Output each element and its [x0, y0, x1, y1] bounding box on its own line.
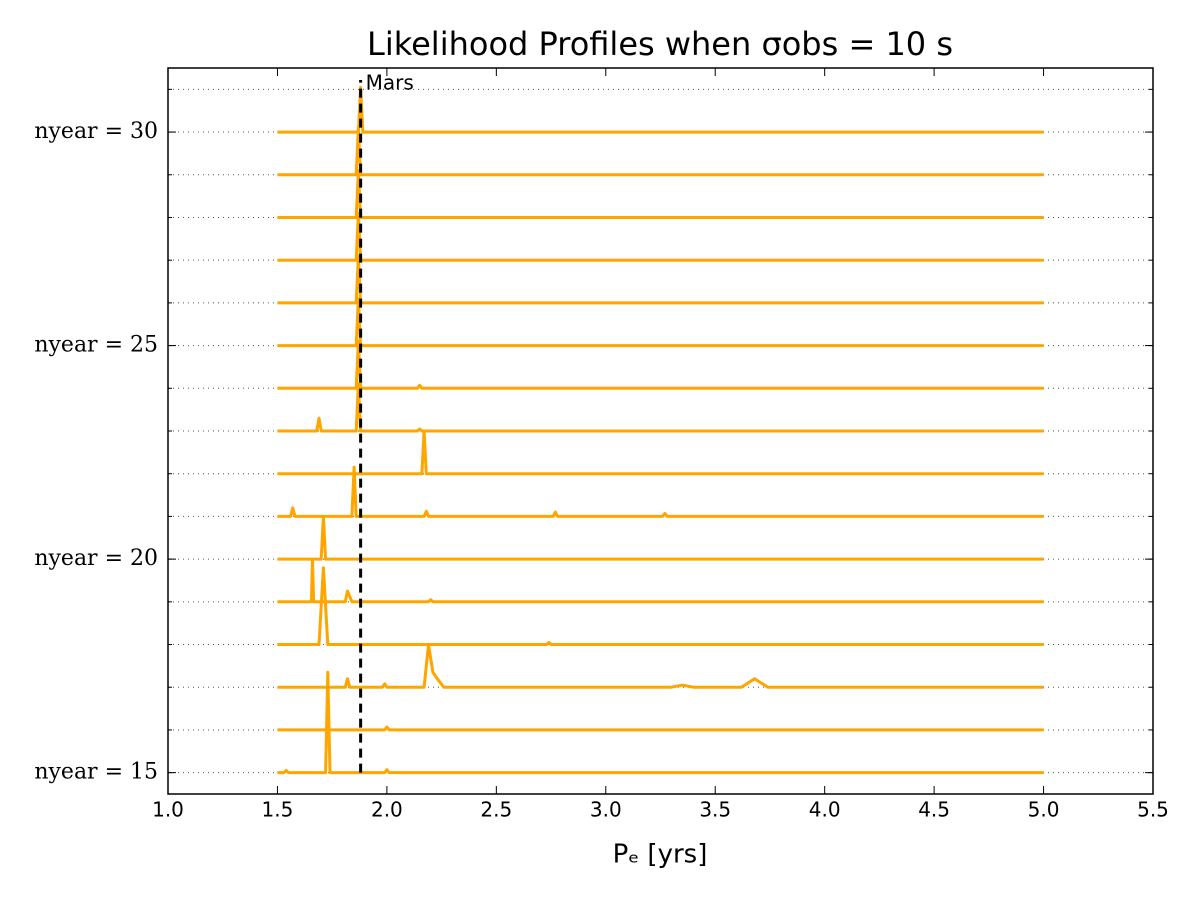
x-tick-label: 3.5 — [699, 798, 731, 822]
y-tick-label: nyear = 25 — [34, 333, 158, 358]
profile-line — [277, 557, 1044, 604]
x-tick-label: 2.5 — [480, 798, 512, 822]
plot-frame — [167, 67, 1154, 795]
profile-line — [277, 297, 1044, 348]
profile-line — [277, 85, 1044, 134]
profile-line — [277, 670, 1044, 775]
profile-line — [277, 566, 1044, 646]
y-tick-label: nyear = 30 — [34, 119, 158, 144]
profile-line — [277, 382, 1044, 433]
x-axis-label: Pₑ [yrs] — [613, 840, 708, 870]
profile-line — [277, 339, 1044, 390]
x-tick-label: 4.0 — [809, 798, 841, 822]
profile-line — [277, 169, 1044, 219]
profile-line — [277, 643, 1044, 689]
chart-title: Likelihood Profiles when σobs = 10 s — [367, 25, 953, 63]
y-tick-label: nyear = 20 — [34, 546, 158, 571]
profile-line — [277, 725, 1044, 732]
profile-line — [277, 465, 1044, 518]
x-tick-label: 2.0 — [371, 798, 403, 822]
x-tick-label: 5.0 — [1028, 798, 1060, 822]
y-tick-label: nyear = 15 — [34, 760, 158, 785]
x-tick-label: 1.5 — [262, 798, 294, 822]
x-tick-label: 4.5 — [918, 798, 950, 822]
profile-line — [277, 211, 1044, 262]
x-tick-label: 3.0 — [590, 798, 622, 822]
profile-line — [277, 254, 1044, 305]
annotation: Mars — [366, 71, 414, 95]
x-tick-label: 1.0 — [152, 798, 184, 822]
x-tick-label: 5.5 — [1137, 798, 1169, 822]
